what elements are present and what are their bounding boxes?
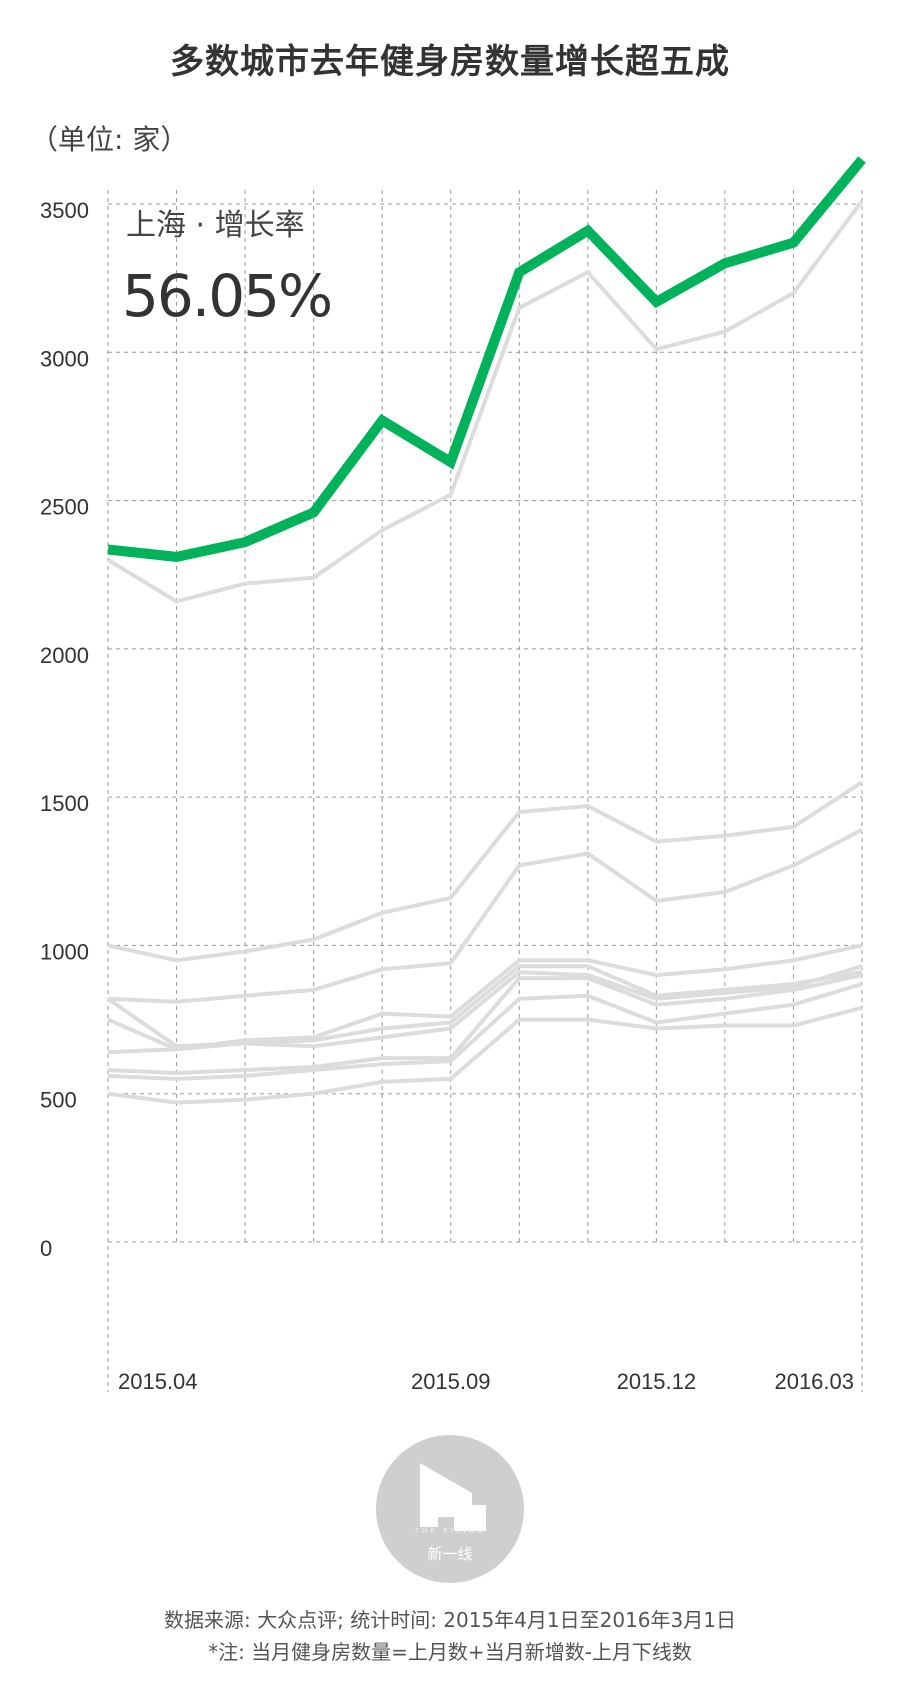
series-line bbox=[107, 973, 863, 1076]
series-lines bbox=[106, 156, 866, 1105]
y-axis-ticks: 0 500 1000 1500 2000 2500 3000 3500 bbox=[40, 198, 89, 1261]
x-tick-label: 2015.09 bbox=[411, 1369, 491, 1394]
series-line bbox=[107, 964, 863, 1055]
series-line bbox=[106, 964, 863, 1049]
series-line bbox=[107, 943, 863, 1052]
y-tick-label: 3500 bbox=[40, 198, 89, 223]
logo-subtitle: THE RISING bbox=[414, 1527, 486, 1535]
logo-name: 新一线 bbox=[427, 1545, 473, 1563]
y-tick-label: 500 bbox=[40, 1088, 77, 1113]
y-tick-label: 2500 bbox=[40, 495, 89, 520]
x-axis-ticks: 2015.04 2015.09 2015.12 2016.03 bbox=[118, 1369, 854, 1394]
series-line bbox=[107, 828, 863, 1004]
highlight-growth-rate: 56.05% bbox=[122, 262, 333, 330]
y-tick-label: 2000 bbox=[40, 643, 89, 668]
y-tick-label: 3000 bbox=[40, 346, 89, 371]
unit-label: （单位: 家） bbox=[30, 123, 189, 156]
series-line bbox=[107, 780, 864, 963]
brand-logo: THE RISING 新一线 bbox=[376, 1435, 524, 1583]
y-tick-label: 0 bbox=[40, 1236, 52, 1261]
highlight-city-label: 上海 · 增长率 bbox=[126, 208, 305, 243]
chart-title: 多数城市去年健身房数量增长超五成 bbox=[170, 42, 730, 82]
series-line-highlight bbox=[107, 156, 866, 562]
grid bbox=[107, 190, 863, 1392]
footnote: *注: 当月健身房数量=上月数+当月新增数-上月下线数 bbox=[208, 1640, 692, 1664]
x-tick-label: 2016.03 bbox=[774, 1369, 854, 1394]
x-tick-label: 2015.12 bbox=[617, 1369, 697, 1394]
series-line bbox=[107, 1005, 863, 1105]
series-line bbox=[107, 982, 863, 1081]
y-tick-label: 1500 bbox=[40, 791, 89, 816]
x-tick-label: 2015.04 bbox=[118, 1369, 198, 1394]
y-tick-label: 1000 bbox=[40, 939, 89, 964]
data-source: 数据来源: 大众点评; 统计时间: 2015年4月1日至2016年3月1日 bbox=[164, 1608, 736, 1632]
series-line bbox=[106, 199, 864, 604]
play-logo-icon bbox=[420, 1463, 486, 1531]
